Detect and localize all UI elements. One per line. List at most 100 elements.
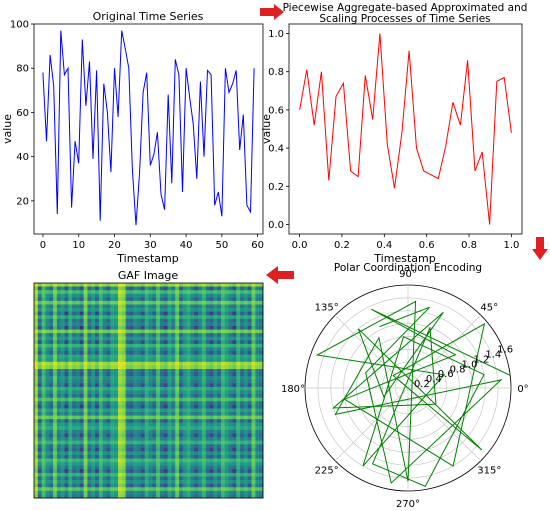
heatmap-cell	[251, 419, 256, 424]
heatmap-cell	[83, 394, 88, 399]
heatmap-cell	[137, 462, 142, 467]
heatmap-cell	[49, 304, 54, 309]
heatmap-cell	[45, 462, 50, 467]
heatmap-cell	[129, 293, 134, 298]
y-tick-label: 1.0	[268, 29, 284, 40]
heatmap-cell	[110, 433, 115, 438]
heatmap-cell	[232, 379, 237, 384]
heatmap-cell	[133, 318, 138, 323]
heatmap-cell	[64, 308, 69, 313]
heatmap-cell	[110, 458, 115, 463]
heatmap-cell	[49, 386, 54, 391]
heatmap-cell	[243, 451, 249, 456]
heatmap-cell	[240, 487, 245, 492]
heatmap-cell	[148, 408, 153, 413]
heatmap-cell	[171, 412, 176, 416]
heatmap-cell	[64, 376, 69, 381]
heatmap-cell	[72, 433, 77, 438]
heatmap-cell	[133, 437, 138, 442]
heatmap-cell	[232, 429, 237, 434]
heatmap-cell	[156, 390, 161, 395]
heatmap-cell	[247, 455, 252, 459]
heatmap-cell	[240, 354, 245, 359]
heatmap-cell	[247, 333, 252, 338]
heatmap-cell	[205, 300, 210, 305]
heatmap-cell	[251, 447, 256, 452]
heatmap-cell	[236, 390, 241, 395]
heatmap-cell	[72, 494, 77, 499]
heatmap-cell	[79, 401, 85, 406]
heatmap-cell	[255, 458, 260, 463]
heatmap-cell	[125, 487, 130, 492]
heatmap-cell	[217, 383, 222, 388]
heatmap-cell	[79, 340, 85, 345]
heatmap-cell	[213, 333, 218, 338]
heatmap-cell	[240, 376, 245, 381]
heatmap-cell	[45, 455, 50, 459]
heatmap-cell	[255, 340, 260, 345]
heatmap-cell	[152, 297, 157, 302]
heatmap-cell	[83, 408, 88, 413]
heatmap-cell	[79, 480, 85, 485]
heatmap-cell	[34, 412, 39, 416]
heatmap-cell	[102, 361, 107, 366]
heatmap-cell	[213, 451, 218, 456]
heatmap-cell	[209, 369, 214, 373]
heatmap-cell	[159, 336, 165, 341]
heatmap-cell	[182, 415, 188, 420]
heatmap-cell	[72, 437, 77, 442]
heatmap-cell	[190, 472, 195, 477]
heatmap-cell	[114, 290, 119, 295]
heatmap-cell	[75, 383, 81, 388]
heatmap-cell	[182, 476, 188, 481]
heatmap-cell	[247, 429, 252, 434]
heatmap-cell	[236, 415, 241, 420]
heatmap-cell	[236, 354, 241, 359]
heatmap-cell	[236, 322, 241, 327]
heatmap-cell	[213, 455, 218, 459]
heatmap-cell	[91, 290, 96, 295]
heatmap-cell	[45, 394, 50, 399]
heatmap-cell	[213, 404, 218, 409]
heatmap-cell	[64, 286, 69, 291]
heatmap-cell	[79, 419, 85, 424]
heatmap-cell	[34, 437, 39, 442]
heatmap-cell	[194, 476, 199, 481]
heatmap-cell	[167, 351, 172, 356]
heatmap-cell	[110, 476, 115, 481]
heatmap-cell	[182, 315, 188, 320]
heatmap-cell	[137, 433, 142, 438]
heatmap-cell	[251, 455, 256, 459]
heatmap-cell	[45, 412, 50, 416]
heatmap-cell	[167, 494, 172, 499]
heatmap-cell	[129, 476, 134, 481]
heatmap-cell	[175, 286, 180, 291]
heatmap-cell	[163, 283, 168, 287]
heatmap-cell	[53, 311, 58, 316]
heatmap-cell	[83, 412, 88, 416]
heatmap-cell	[56, 326, 62, 330]
heatmap-cell	[167, 358, 172, 363]
heatmap-cell	[228, 415, 233, 420]
heatmap-cell	[125, 347, 130, 352]
heatmap-cell	[221, 490, 226, 495]
heatmap-cell	[243, 336, 249, 341]
heatmap-cell	[117, 347, 123, 352]
heatmap-cell	[37, 347, 43, 352]
heatmap-cell	[68, 372, 73, 377]
heatmap-cell	[140, 336, 146, 341]
heatmap-cell	[41, 351, 46, 356]
heatmap-cell	[255, 372, 260, 377]
heatmap-cell	[228, 297, 233, 302]
heatmap-cell	[251, 440, 256, 445]
heatmap-cell	[45, 444, 50, 449]
heatmap-cell	[148, 483, 153, 488]
heatmap-cell	[110, 365, 115, 370]
heatmap-cell	[45, 401, 50, 406]
heatmap-cell	[56, 476, 62, 481]
heatmap-cell	[194, 329, 199, 334]
heatmap-cell	[87, 286, 92, 291]
heatmap-cell	[224, 311, 230, 316]
heatmap-cell	[95, 451, 100, 456]
heatmap-cell	[228, 401, 233, 406]
